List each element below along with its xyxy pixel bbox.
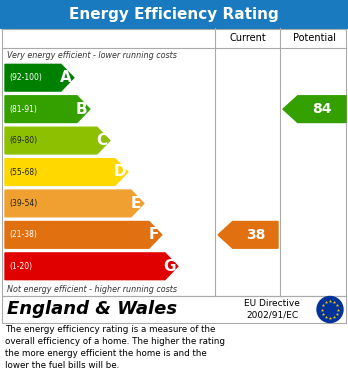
- Text: A: A: [60, 70, 71, 85]
- Text: EU Directive
2002/91/EC: EU Directive 2002/91/EC: [244, 299, 300, 320]
- Text: 84: 84: [312, 102, 332, 116]
- Bar: [2, 296, 346, 323]
- Text: Energy Efficiency Rating: Energy Efficiency Rating: [69, 7, 279, 22]
- Polygon shape: [5, 253, 178, 280]
- Text: Not energy efficient - higher running costs: Not energy efficient - higher running co…: [7, 285, 177, 294]
- Polygon shape: [218, 221, 278, 248]
- Polygon shape: [5, 96, 90, 122]
- Bar: [0, 0, 348, 28]
- Text: D: D: [113, 165, 126, 179]
- Text: G: G: [163, 259, 176, 274]
- Polygon shape: [5, 159, 128, 185]
- Text: Very energy efficient - lower running costs: Very energy efficient - lower running co…: [7, 50, 177, 59]
- Text: E: E: [130, 196, 141, 211]
- Polygon shape: [5, 127, 110, 154]
- Text: Potential: Potential: [293, 33, 335, 43]
- Bar: [2, 29, 346, 296]
- Text: (55-68): (55-68): [9, 167, 37, 176]
- Bar: [2, 296, 346, 323]
- Text: 38: 38: [246, 228, 265, 242]
- Polygon shape: [5, 221, 162, 248]
- Polygon shape: [283, 96, 346, 122]
- Text: (1-20): (1-20): [9, 262, 32, 271]
- Text: The energy efficiency rating is a measure of the
overall efficiency of a home. T: The energy efficiency rating is a measur…: [5, 325, 225, 370]
- Text: C: C: [96, 133, 107, 148]
- Text: F: F: [148, 227, 159, 242]
- Text: Current: Current: [229, 33, 266, 43]
- Text: (92-100): (92-100): [9, 73, 42, 82]
- Text: B: B: [76, 102, 87, 117]
- Text: England & Wales: England & Wales: [7, 301, 177, 319]
- Text: (21-38): (21-38): [9, 230, 37, 239]
- Text: (69-80): (69-80): [9, 136, 37, 145]
- Polygon shape: [5, 65, 74, 91]
- Text: (39-54): (39-54): [9, 199, 37, 208]
- Text: (81-91): (81-91): [9, 105, 37, 114]
- Polygon shape: [5, 190, 144, 217]
- Circle shape: [317, 296, 343, 323]
